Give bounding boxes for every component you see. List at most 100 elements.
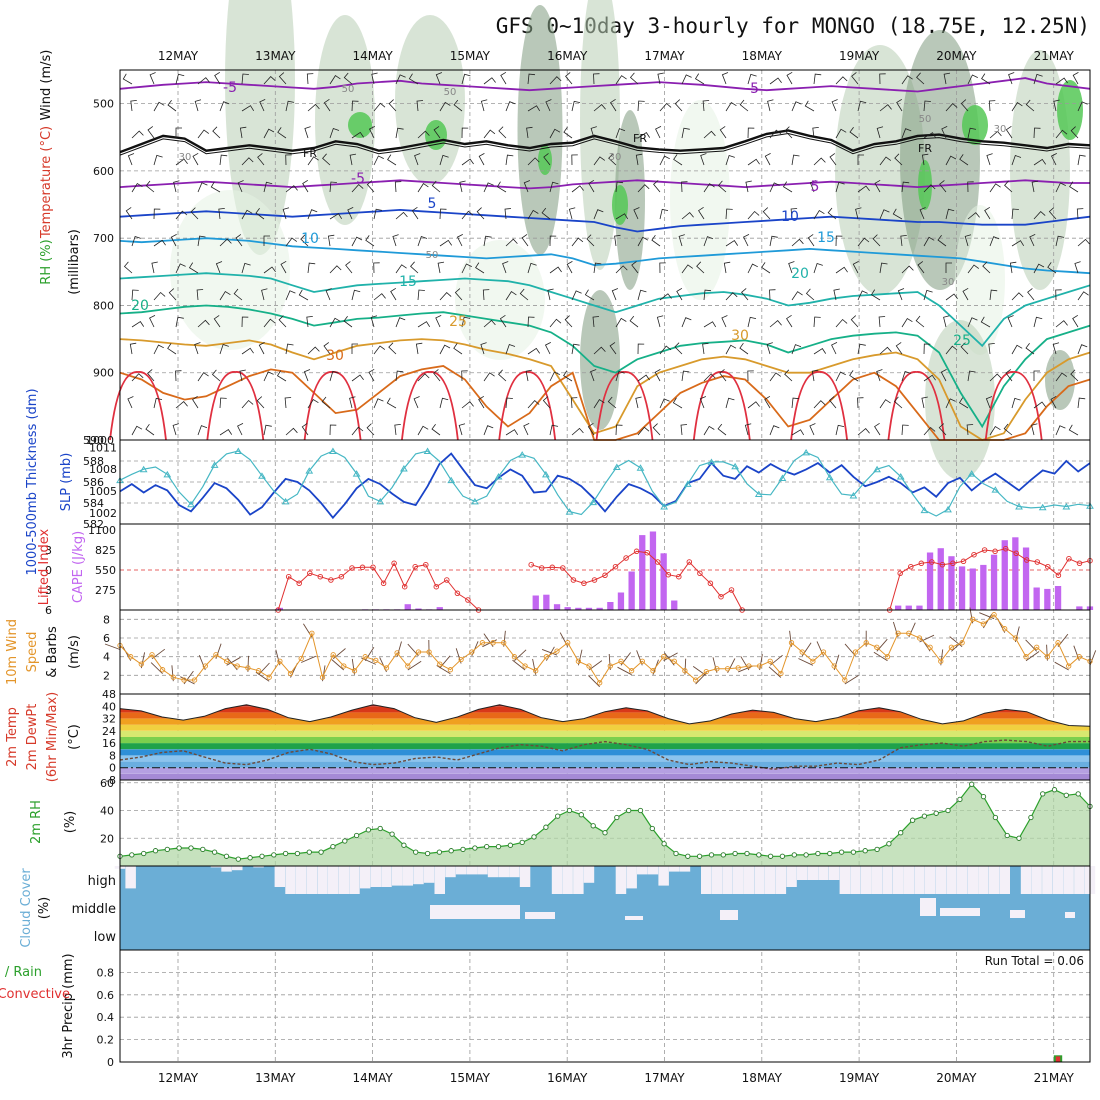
wind-barb — [805, 288, 815, 301]
wind-barb — [1055, 129, 1068, 139]
wind-barb — [387, 154, 397, 166]
cloud-high-gap — [434, 866, 445, 894]
wind10-marker — [277, 658, 283, 664]
wind-barb — [153, 239, 166, 247]
wind-barb — [615, 317, 627, 328]
wind-barb — [343, 315, 353, 328]
cloud-high-gap — [850, 866, 861, 894]
wind10-barb — [636, 650, 643, 666]
wind-barb — [257, 153, 265, 166]
date-label-bottom: 21MAY — [1034, 1071, 1075, 1085]
rh2m-marker — [827, 850, 833, 857]
wind-barb — [212, 126, 221, 139]
wind-barb — [703, 289, 712, 301]
wind-barb — [543, 153, 551, 166]
isotherm-label: FR — [303, 147, 317, 160]
wind10-marker — [906, 630, 912, 636]
lifted-index-marker — [623, 555, 629, 561]
wind-barb — [901, 317, 913, 328]
slp-marker — [778, 474, 787, 481]
wind-barb — [370, 315, 378, 328]
wind-barb — [980, 316, 991, 328]
cape-tick-label: 550 — [95, 564, 116, 577]
lifted-index-marker — [981, 547, 988, 553]
cloud-middle-gap — [920, 898, 936, 916]
wind-barb — [175, 158, 188, 166]
wind-barb — [835, 76, 848, 85]
wind-barb — [960, 99, 969, 112]
rh2m-marker — [933, 810, 939, 816]
wind-barb — [945, 345, 958, 355]
precip-tick-label: 0.8 — [97, 966, 115, 979]
wind-barb — [985, 396, 993, 409]
wind-barb — [261, 288, 268, 301]
labels-layer: 12MAY 12MAY 13MAY 13MAY 14MAY 14MAY 15MAY 15MAY… — [0, 49, 1084, 1085]
wind-barb — [900, 235, 907, 247]
precip-tick-label: 0 — [107, 1056, 114, 1069]
wind-barb — [678, 234, 685, 247]
wind-barb — [609, 342, 617, 355]
wind-tick-label: 6 — [103, 632, 110, 645]
wind10-barb — [919, 634, 935, 643]
wind-barb — [1031, 423, 1038, 436]
wind-barb — [233, 288, 243, 301]
wind10-marker — [437, 661, 443, 667]
lifted-index-marker — [1076, 560, 1083, 567]
rh2m-marker — [330, 843, 336, 850]
wind-barb — [527, 316, 535, 328]
thickness-tick-label: 588 — [83, 455, 104, 468]
cloud-high-gap — [882, 866, 893, 894]
wind-barb — [812, 127, 819, 139]
wind-barb — [593, 104, 606, 112]
wind-barb — [960, 342, 969, 355]
wind10-barb — [873, 651, 888, 662]
wind-barb — [923, 100, 931, 112]
wind-barb — [878, 316, 886, 328]
wind-barb — [937, 234, 947, 247]
lifted-index-marker — [665, 571, 672, 578]
wind-barb — [857, 428, 870, 436]
wind-barb — [681, 317, 692, 328]
wind-barb — [813, 262, 823, 274]
slp-marker — [636, 464, 645, 471]
cape-tick-label: 825 — [95, 544, 116, 557]
wind-barb — [637, 374, 650, 382]
wind-barb — [637, 343, 645, 355]
rh2m-marker — [720, 852, 726, 858]
wind-barb — [303, 369, 311, 382]
rh-shade-blob — [670, 100, 730, 300]
wind-barb — [1055, 320, 1068, 328]
wind-barb — [395, 264, 407, 274]
cloud-high-gap — [733, 866, 744, 894]
li-tick-label: 3 — [45, 584, 52, 597]
wind-barb — [388, 99, 397, 112]
wind-barb — [145, 180, 155, 193]
slp-marker — [541, 470, 550, 478]
temp2m-tick-label: 16 — [102, 737, 116, 750]
temp2m-ylabel-b: 2m DewPt — [25, 704, 40, 771]
wind-barb — [725, 208, 733, 220]
cape-tick-label: 275 — [95, 584, 116, 597]
rh2m-marker — [188, 845, 194, 851]
li-ylabel: Lifted Index — [37, 528, 52, 605]
rh2m-marker — [779, 853, 786, 859]
wind-barb — [410, 261, 419, 274]
cape-bar — [628, 571, 635, 610]
wind-barb — [592, 316, 600, 328]
lifted-index-marker — [338, 573, 345, 580]
wind-barb — [277, 127, 287, 139]
lifted-index-marker — [412, 563, 418, 570]
wind-barb — [809, 423, 816, 436]
wind-barb — [835, 235, 843, 247]
wind-barb — [395, 127, 404, 139]
dewpoint-line — [119, 739, 1090, 771]
temp2m-ylabel-a: 2m Temp — [5, 707, 20, 767]
wind-barb — [857, 343, 866, 355]
date-label-bottom: 20MAY — [936, 1071, 977, 1085]
wind-barb — [304, 126, 311, 139]
cloud-high-gap — [295, 866, 307, 894]
wind-barb — [744, 423, 752, 436]
wind-barb — [813, 209, 825, 220]
cloud-middle-gap — [525, 912, 555, 919]
rh2m-marker — [164, 846, 170, 853]
